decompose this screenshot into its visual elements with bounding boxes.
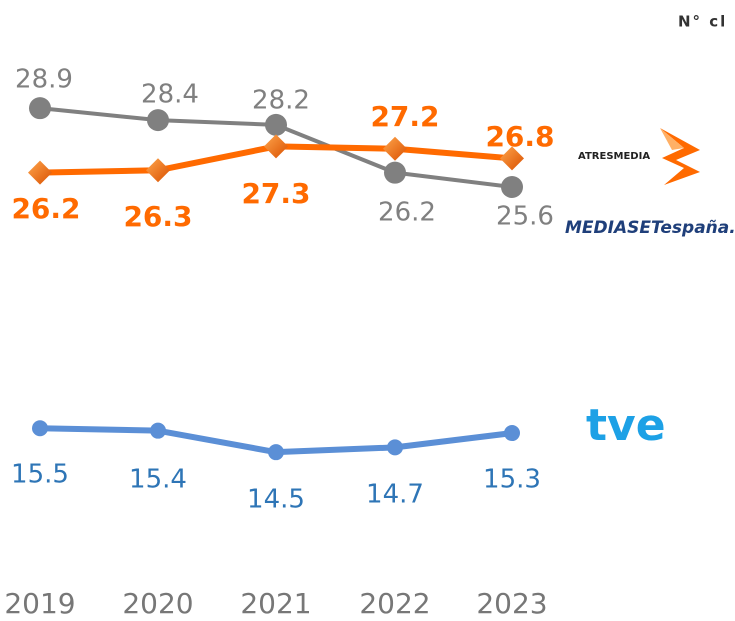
marker	[384, 161, 406, 184]
legend-logo: ATRESMEDIA	[578, 151, 650, 162]
legend-logo: MEDIASETespaña.	[565, 218, 735, 238]
legend-logo: tve	[586, 400, 666, 451]
data-label: 27.3	[241, 177, 310, 210]
marker	[501, 176, 523, 198]
x-tick-label: 2021	[240, 587, 311, 620]
data-label: 14.5	[247, 485, 305, 515]
data-label: 25.6	[496, 202, 554, 232]
marker	[29, 97, 51, 120]
marker	[265, 113, 287, 136]
data-label: 26.3	[123, 200, 192, 233]
data-label: 27.2	[370, 100, 439, 133]
chart-title: N° cl	[678, 13, 727, 31]
data-label: 26.2	[11, 192, 80, 225]
data-label: 26.2	[378, 198, 436, 228]
data-label: 28.2	[252, 86, 310, 116]
marker	[146, 158, 170, 183]
marker	[383, 136, 407, 161]
x-tick-label: 2020	[122, 587, 193, 620]
marker	[147, 109, 169, 132]
marker	[504, 425, 520, 442]
atresmedia-logo	[660, 128, 700, 185]
marker	[32, 420, 48, 437]
x-tick-label: 2022	[359, 587, 430, 620]
data-label: 15.4	[129, 465, 187, 495]
data-label: 28.4	[141, 80, 199, 110]
data-label: 14.7	[366, 480, 424, 510]
marker	[150, 422, 166, 439]
x-tick-label: 2019	[4, 587, 75, 620]
marker	[387, 439, 403, 456]
marker	[500, 146, 524, 171]
marker	[268, 444, 284, 461]
data-label: 26.8	[485, 120, 554, 153]
data-label: 15.5	[11, 460, 69, 490]
data-label: 15.3	[483, 465, 541, 495]
marker	[264, 134, 288, 159]
data-label: 28.9	[15, 65, 73, 95]
marker	[28, 160, 52, 185]
x-tick-label: 2023	[476, 587, 547, 620]
